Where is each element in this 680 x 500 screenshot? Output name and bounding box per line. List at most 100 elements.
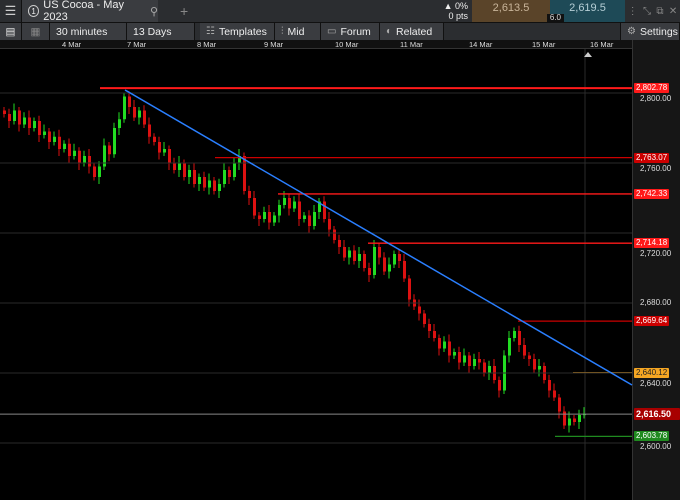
candle-body: [533, 359, 536, 370]
candle-body: [148, 124, 151, 137]
buy-button[interactable]: 2,619.5: [550, 0, 625, 22]
candle-body: [28, 117, 31, 128]
current-time-marker-icon: [584, 52, 592, 57]
price-grid-label: 2,680.00: [640, 298, 672, 307]
candle-body: [443, 341, 446, 349]
tab-title: US Cocoa - May 2023: [43, 0, 124, 23]
candle-body: [183, 163, 186, 177]
date-label: 10 Mar: [335, 40, 359, 49]
sell-button[interactable]: 2,613.5 6.0: [472, 0, 564, 22]
candles-icon: ⫶: [281, 26, 284, 37]
quote-panel: ▲ 0% 0 pts 2,613.5 6.0 2,619.5 ⋮ ⤡ ⧉ ✕: [429, 0, 680, 22]
popout-icon[interactable]: ⧉: [656, 5, 664, 17]
candle-body: [43, 131, 46, 135]
layout-icon[interactable]: ▦: [22, 23, 50, 40]
candle-body: [568, 418, 571, 426]
candle-body: [333, 229, 336, 240]
level-price-label[interactable]: 2,714.18: [634, 238, 670, 249]
candle-body: [193, 170, 196, 184]
candle-body: [373, 247, 376, 275]
level-price-label[interactable]: 2,763.07: [634, 152, 670, 163]
chart-tab[interactable]: 1 US Cocoa - May 2023 ⚲: [22, 0, 158, 23]
candle-body: [263, 212, 266, 219]
grip-icon[interactable]: ⋮: [627, 5, 638, 17]
candle-body: [448, 341, 451, 356]
price-grid-label: 2,760.00: [640, 163, 672, 173]
candle-body: [53, 136, 56, 142]
candle-body: [103, 145, 106, 167]
level-price-label[interactable]: 2,669.64: [634, 316, 670, 327]
spread: 6.0: [546, 14, 564, 22]
templates-button[interactable]: ☷ Templates: [200, 23, 275, 40]
candle-body: [298, 201, 301, 219]
search-icon[interactable]: ⚲: [149, 5, 158, 18]
candle-body: [423, 313, 426, 324]
level-price-label[interactable]: 2,640.12: [634, 367, 670, 378]
candle-body: [408, 278, 411, 300]
change-points: 0 pts: [448, 11, 468, 21]
price-grid-label: 2,720.00: [640, 249, 672, 259]
candle-body: [293, 201, 296, 209]
candle-body: [203, 177, 206, 188]
candle-body: [133, 107, 136, 118]
candle-body: [18, 110, 21, 125]
settings-button[interactable]: ⚙ Settings: [620, 23, 680, 40]
candle-body: [198, 177, 201, 184]
range-select[interactable]: 13 Days: [127, 23, 195, 40]
forum-button[interactable]: ▭ Forum: [321, 23, 380, 40]
candle-body: [348, 250, 351, 258]
candle-body: [248, 191, 251, 198]
candle-body: [218, 184, 221, 191]
candle-body: [48, 131, 51, 142]
minimize-icon[interactable]: ⤡: [643, 5, 652, 17]
chart-toolbar: ▤ ▦ 30 minutes 13 Days ☷ Templates ⫶ Mid ▭…: [0, 22, 680, 40]
list-icon[interactable]: ▤: [0, 23, 22, 40]
candle-body: [388, 264, 391, 272]
settings-label: Settings: [639, 25, 678, 38]
candle-body: [163, 149, 166, 153]
candle-body: [428, 324, 431, 331]
candle-body: [318, 201, 321, 212]
level-price-label[interactable]: 2,603.78: [634, 431, 670, 442]
date-label: 15 Mar: [532, 40, 556, 49]
buy-price: 2,619.5: [569, 2, 606, 14]
close-icon[interactable]: ✕: [668, 5, 678, 17]
level-price-label[interactable]: 2,742.33: [634, 188, 670, 199]
date-label: 4 Mar: [62, 40, 82, 49]
level-price-label[interactable]: 2,802.78: [634, 83, 670, 94]
candle-body: [343, 247, 346, 258]
interval-select[interactable]: 30 minutes: [50, 23, 127, 40]
candle-body: [283, 198, 286, 205]
candle-body: [268, 212, 271, 223]
candle-body: [548, 380, 551, 391]
price-type-button[interactable]: ⫶ Mid: [275, 23, 321, 40]
candle-body: [208, 180, 211, 188]
templates-label: Templates: [218, 25, 267, 38]
candle-body: [418, 306, 421, 314]
price-axis[interactable]: [632, 40, 680, 500]
candle-body: [438, 338, 441, 349]
candle-body: [323, 201, 326, 219]
menu-icon[interactable]: ☰: [0, 0, 22, 22]
candle-body: [108, 145, 111, 155]
candle-body: [238, 156, 241, 163]
candle-body: [83, 156, 86, 163]
candle-body: [73, 150, 76, 156]
related-button[interactable]: ◐ Related: [380, 23, 444, 40]
candle-body: [168, 149, 171, 163]
trendline: [124, 89, 633, 386]
candle-body: [458, 352, 461, 363]
candle-body: [508, 338, 511, 356]
date-label: 8 Mar: [197, 40, 217, 49]
candle-body: [253, 198, 256, 216]
date-label: 14 Mar: [469, 40, 493, 49]
price-grid-label: 2,600.00: [640, 442, 672, 452]
candle-body: [63, 143, 66, 149]
candle-body: [118, 119, 121, 128]
chat-icon: ▭: [327, 26, 337, 37]
candle-body: [123, 96, 126, 120]
add-tab-button[interactable]: +: [180, 3, 189, 19]
candle-body: [93, 166, 96, 177]
price-grid-label: 2,640.00: [640, 378, 672, 388]
